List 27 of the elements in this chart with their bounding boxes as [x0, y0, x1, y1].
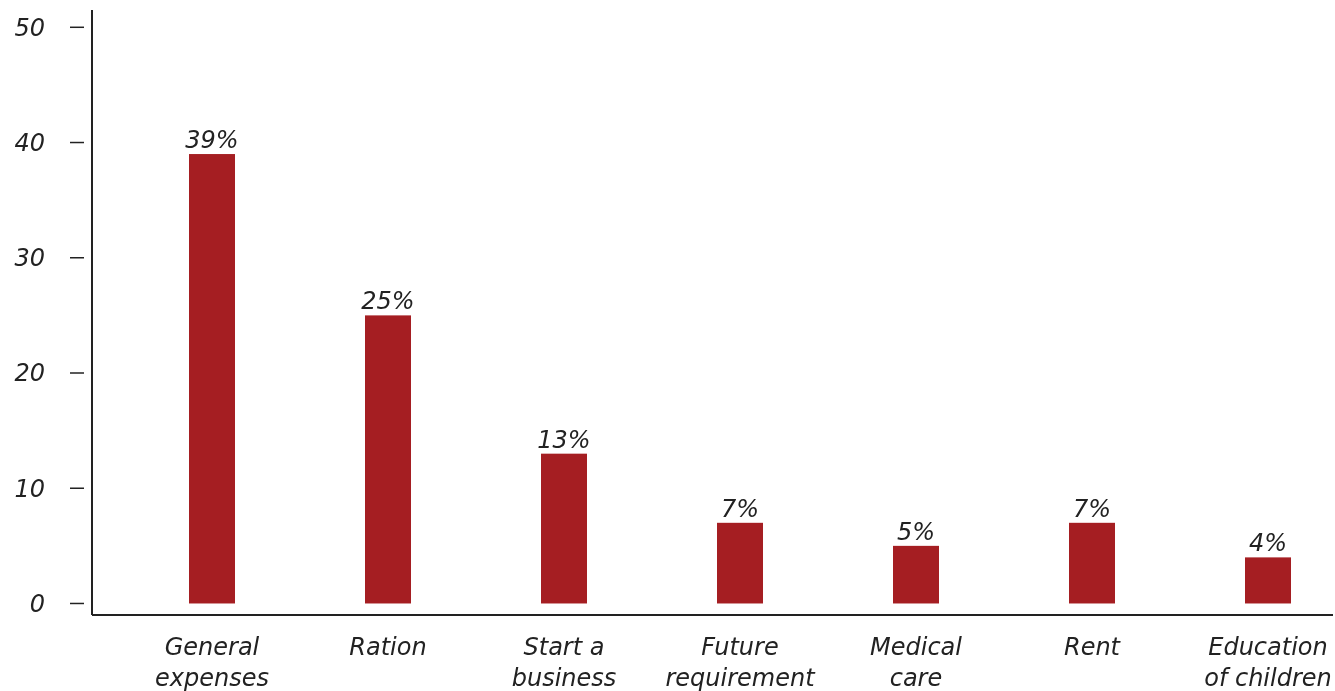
bar	[365, 315, 411, 604]
y-tick-label: 0	[29, 589, 45, 618]
y-tick-label: 40	[14, 128, 45, 157]
bar	[893, 545, 939, 604]
bar	[717, 522, 763, 604]
x-tick-label: Ration	[349, 633, 427, 661]
data-label: 5%	[896, 517, 936, 546]
y-tick-label: 30	[14, 244, 45, 273]
bar	[541, 453, 587, 604]
bar	[1069, 522, 1115, 604]
data-label: 25%	[361, 287, 415, 316]
bar	[1245, 557, 1291, 604]
data-label: 39%	[185, 126, 239, 155]
x-tick-label: Start a business	[511, 633, 617, 691]
x-tick-label: Medical care	[870, 633, 963, 691]
data-label: 13%	[537, 425, 591, 454]
x-tick-label: General expenses	[155, 633, 269, 691]
y-tick-label: 10	[14, 474, 45, 503]
data-label: 7%	[720, 494, 760, 523]
data-label: 7%	[1072, 494, 1112, 523]
data-label: 4%	[1248, 529, 1288, 558]
bar	[189, 154, 235, 604]
x-tick-label: Education of children	[1204, 633, 1332, 691]
x-tick-label: Future requirement	[665, 633, 817, 691]
y-tick-label: 20	[14, 359, 45, 388]
x-tick-label: Rent	[1063, 633, 1122, 661]
y-tick-label: 50	[14, 13, 45, 42]
